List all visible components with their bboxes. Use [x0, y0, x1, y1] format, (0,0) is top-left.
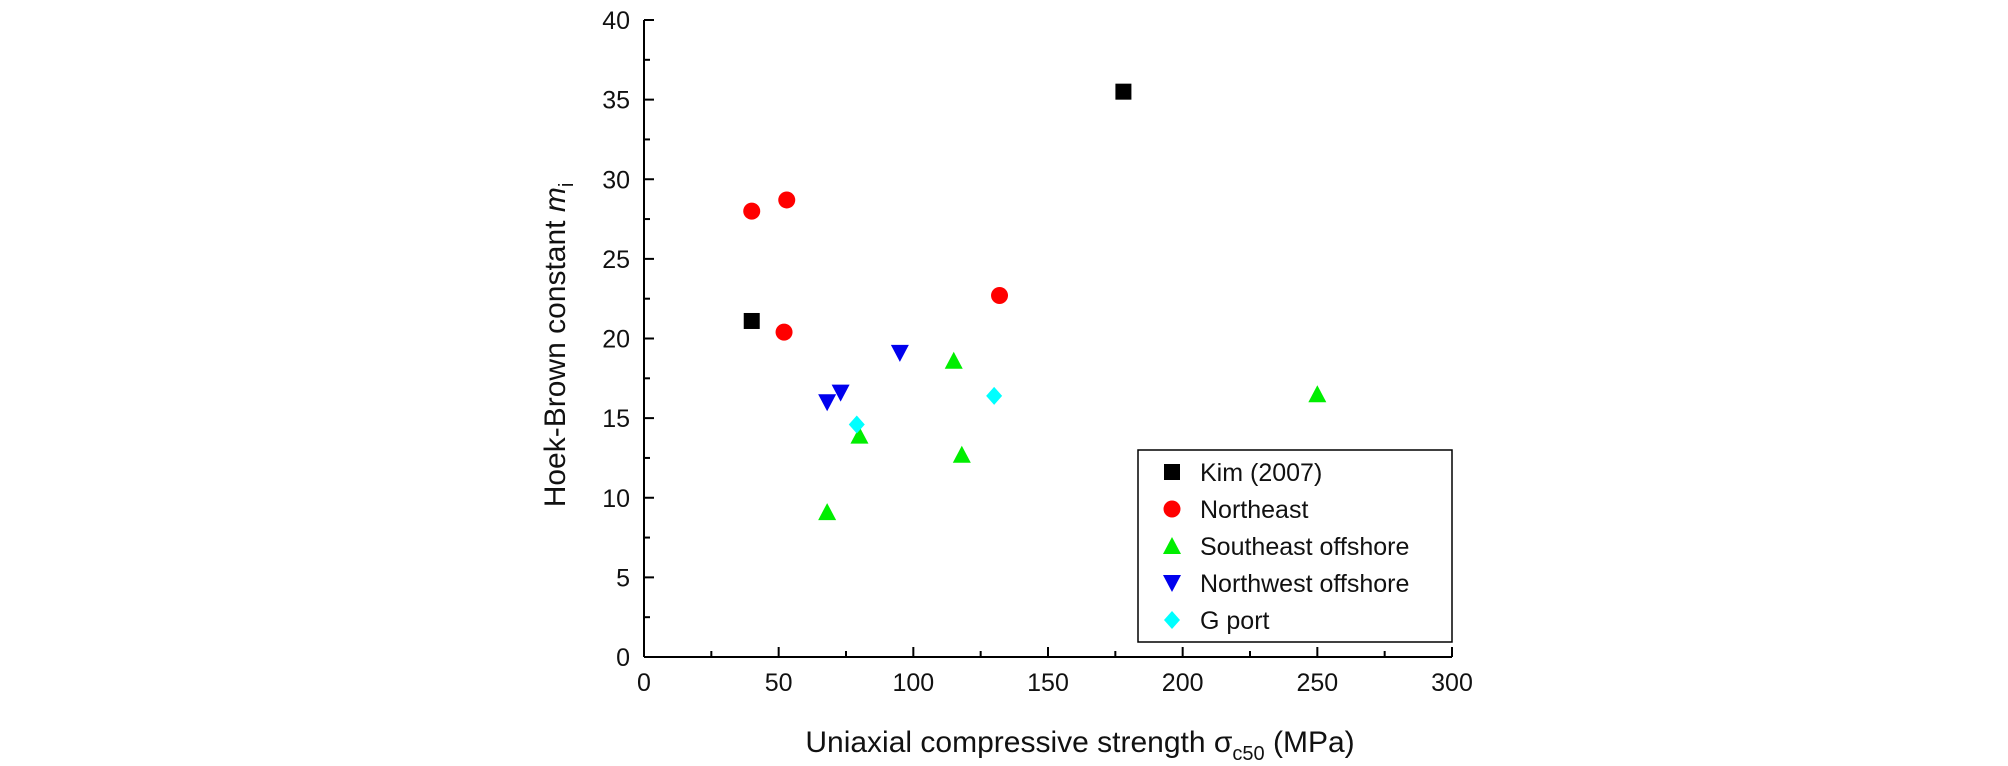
legend-marker	[1163, 500, 1181, 518]
data-point	[743, 312, 760, 329]
data-point	[850, 426, 869, 444]
x-tick-label: 250	[1296, 669, 1338, 697]
series-3	[818, 344, 909, 412]
y-axis-title-subscript: i	[556, 183, 578, 187]
data-point	[952, 445, 971, 463]
data-point	[1308, 385, 1327, 403]
data-point	[831, 384, 850, 402]
x-tick-label: 100	[892, 669, 934, 697]
legend-label: Northwest offshore	[1200, 570, 1409, 598]
x-tick-label: 200	[1162, 669, 1204, 697]
y-axis-title-prefix: Hoek-Brown constant	[539, 212, 572, 507]
y-tick-label: 40	[602, 7, 630, 35]
data-point	[743, 202, 761, 220]
y-tick-label: 35	[602, 87, 630, 115]
data-point	[890, 344, 909, 362]
y-tick-label: 5	[616, 564, 630, 592]
data-point	[775, 323, 793, 341]
x-axis-title-subscript: c50	[1232, 743, 1264, 765]
svg-text:Hoek-Brown constant mi: Hoek-Brown constant mi	[539, 183, 578, 508]
data-point	[944, 351, 963, 369]
y-tick-label: 10	[602, 485, 630, 513]
svg-text:Uniaxial compressive strength: Uniaxial compressive strength σc50 (MPa)	[805, 726, 1354, 765]
legend-marker	[1164, 464, 1180, 480]
legend-label: Northeast	[1200, 496, 1308, 524]
legend-marker	[1164, 611, 1180, 629]
data-point	[818, 394, 837, 412]
y-tick-label: 25	[602, 246, 630, 274]
x-tick-label: 0	[637, 669, 651, 697]
data-points	[743, 83, 1327, 521]
y-tick-label: 20	[602, 326, 630, 354]
x-tick-label: 300	[1431, 669, 1473, 697]
data-point	[818, 503, 837, 521]
x-axis-title-suffix: (MPa)	[1265, 726, 1355, 759]
legend-marker	[1163, 575, 1181, 592]
y-axis-title-symbol: m	[539, 187, 572, 212]
legend-marker	[1163, 537, 1181, 554]
x-axis-title-prefix: Uniaxial compressive strength	[805, 726, 1214, 759]
x-axis-title-symbol: σ	[1214, 726, 1233, 759]
series-4	[848, 386, 1003, 434]
legend-label: Kim (2007)	[1200, 459, 1322, 487]
legend-label: G port	[1200, 607, 1270, 635]
y-tick-label: 0	[616, 644, 630, 672]
series-1	[743, 191, 1009, 341]
series-2	[818, 351, 1327, 521]
legend: Kim (2007) Northeast Southeast offshore Nor…	[1137, 449, 1453, 643]
data-point	[986, 386, 1003, 405]
y-tick-label: 30	[602, 166, 630, 194]
data-point	[778, 191, 796, 209]
data-point	[1115, 83, 1132, 100]
data-point	[991, 287, 1009, 305]
data-point	[848, 415, 865, 434]
x-tick-label: 50	[765, 669, 793, 697]
x-tick-label: 150	[1027, 669, 1069, 697]
series-0	[743, 83, 1132, 329]
legend-box	[1137, 449, 1453, 643]
x-axis-title: Uniaxial compressive strength σc50 (MPa)	[805, 726, 1354, 765]
axes: 0 50 100 150 200 250 300 0 5 10 15 20 25 30 35 40	[602, 7, 1473, 697]
legend-label: Southeast offshore	[1200, 533, 1409, 561]
y-axis-title: Hoek-Brown constant mi	[539, 183, 578, 508]
y-tick-label: 15	[602, 405, 630, 433]
